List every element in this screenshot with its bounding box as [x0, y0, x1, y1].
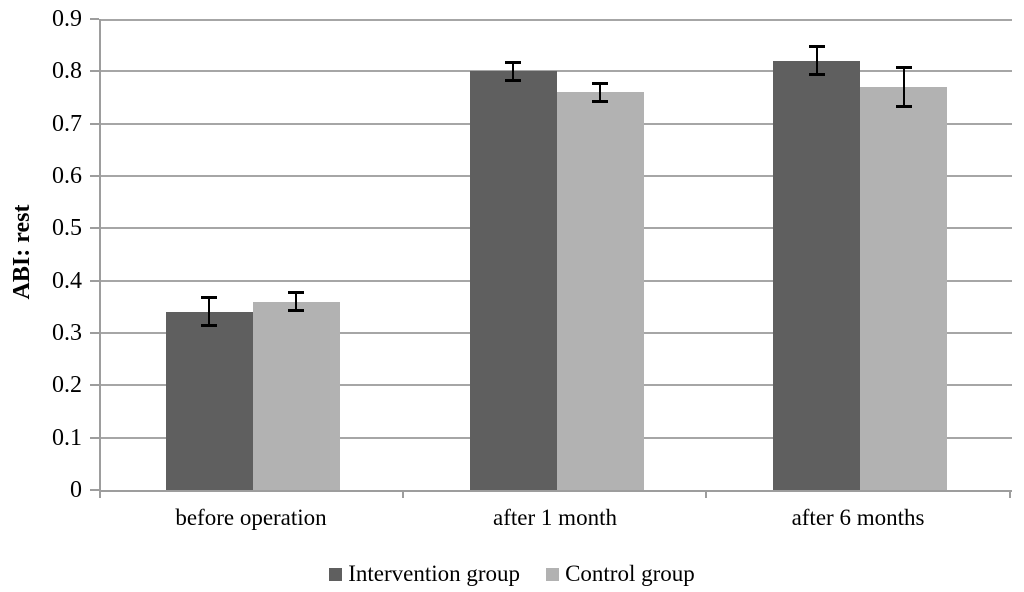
error-bar	[201, 296, 217, 327]
legend-entry: Intervention group	[329, 561, 520, 587]
legend-entry: Control group	[546, 561, 695, 587]
y-axis-tick-label: 0.6	[52, 163, 82, 189]
category-label: before operation	[175, 505, 327, 530]
x-axis-tick	[99, 490, 101, 498]
category-label: after 1 month	[493, 505, 617, 530]
bar-intervention	[166, 312, 253, 490]
legend-label: Intervention group	[348, 561, 521, 586]
bar-control	[860, 87, 947, 490]
legend-label: Control group	[565, 561, 695, 586]
y-axis-tick	[90, 175, 99, 177]
error-bar	[809, 45, 825, 76]
error-bar-line	[295, 291, 297, 312]
error-bar-cap-top	[809, 45, 825, 48]
y-axis-tick	[90, 18, 99, 20]
legend-swatch-intervention	[329, 567, 343, 581]
error-bar-cap-top	[288, 291, 304, 294]
error-bar-cap-bottom	[896, 105, 912, 108]
error-bar-cap-bottom	[809, 73, 825, 76]
x-axis-tick	[402, 490, 404, 498]
error-bar-line	[208, 296, 210, 327]
y-axis-tick-label: 0.2	[52, 372, 82, 398]
y-axis-tick	[90, 227, 99, 229]
error-bar-line	[599, 82, 601, 103]
y-axis-tick-label: 0.4	[52, 268, 82, 294]
error-bar	[592, 82, 608, 103]
y-axis-tick-label: 0	[70, 477, 82, 503]
legend: Intervention group Control group	[0, 561, 1024, 587]
y-axis-tick	[90, 280, 99, 282]
error-bar	[288, 291, 304, 312]
y-axis-tick-label: 0.7	[52, 111, 82, 137]
error-bar-cap-top	[896, 66, 912, 69]
y-axis-tick-label: 0.3	[52, 320, 82, 346]
y-axis-tick-label: 0.5	[52, 215, 82, 241]
bar-control	[253, 302, 340, 490]
error-bar-cap-bottom	[288, 309, 304, 312]
error-bar-cap-bottom	[201, 324, 217, 327]
x-axis-tick	[1009, 490, 1011, 498]
y-axis-title: ABI: rest	[9, 204, 35, 300]
error-bar-line	[512, 61, 514, 82]
plot-area	[99, 19, 1012, 492]
bar-intervention	[773, 61, 860, 490]
error-bar	[896, 66, 912, 108]
y-axis-tick	[90, 123, 99, 125]
bar-intervention	[470, 71, 557, 490]
error-bar-line	[816, 45, 818, 76]
y-axis-tick	[90, 384, 99, 386]
error-bar-cap-top	[505, 61, 521, 64]
category-label: after 6 months	[791, 505, 925, 530]
error-bar-cap-top	[592, 82, 608, 85]
error-bar-line	[903, 66, 905, 108]
error-bar	[505, 61, 521, 82]
y-axis-tick	[90, 70, 99, 72]
y-axis-tick	[90, 489, 99, 491]
gridline	[101, 19, 1012, 21]
error-bar-cap-bottom	[592, 100, 608, 103]
y-axis-tick-label: 0.1	[52, 425, 82, 451]
y-axis-tick	[90, 437, 99, 439]
bar-control	[557, 92, 644, 490]
y-axis-tick-label: 0.9	[52, 6, 82, 32]
legend-swatch-control	[546, 567, 560, 581]
y-axis-tick	[90, 332, 99, 334]
error-bar-cap-top	[201, 296, 217, 299]
y-axis-tick-label: 0.8	[52, 58, 82, 84]
error-bar-cap-bottom	[505, 79, 521, 82]
x-axis-tick	[705, 490, 707, 498]
